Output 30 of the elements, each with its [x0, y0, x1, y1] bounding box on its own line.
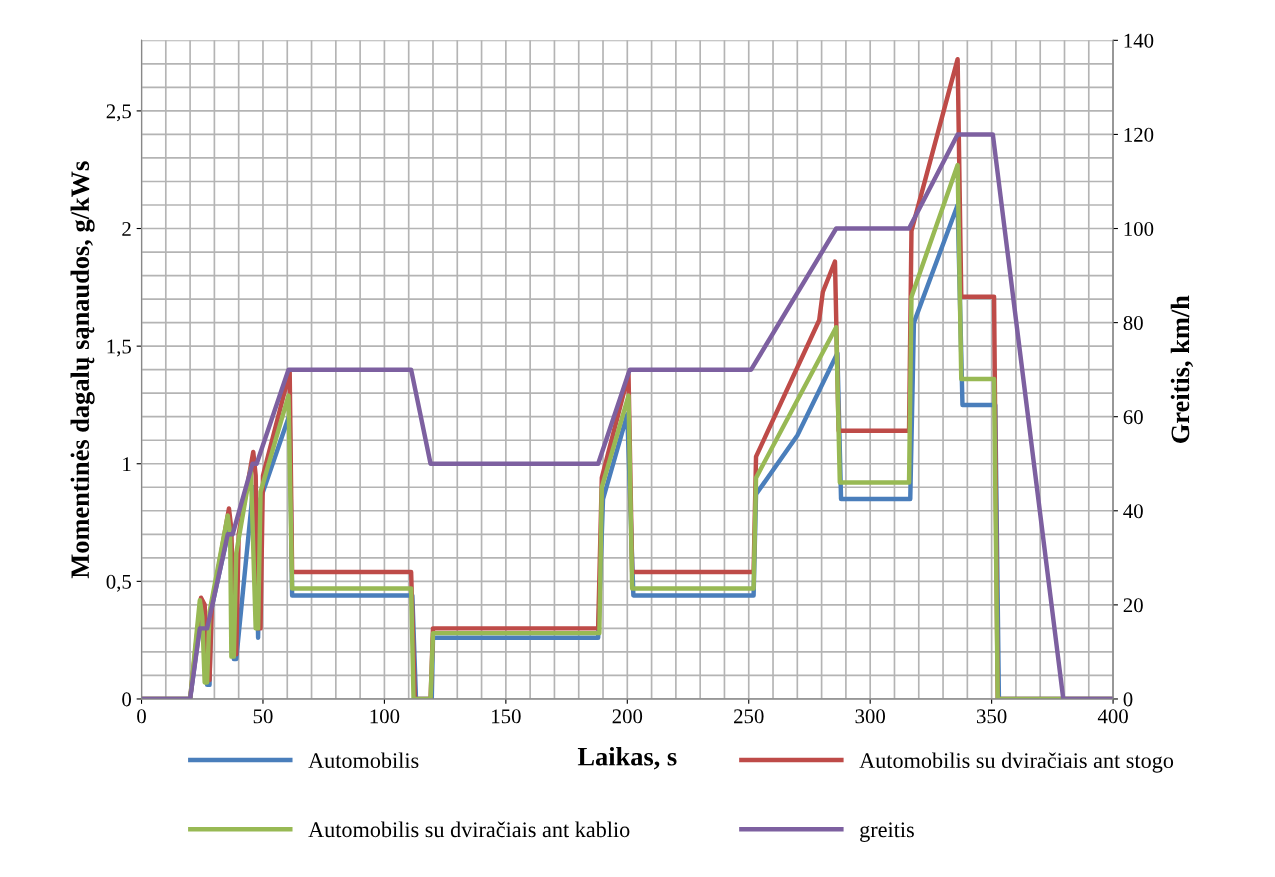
y-tick-label: 1,5 [107, 339, 131, 357]
x-tick-label: 100 [370, 709, 400, 724]
y2-tick-label: 20 [1123, 598, 1143, 613]
x-axis-title: Laikas, s [577, 747, 677, 770]
y-tick-label: 2,5 [106, 104, 131, 122]
y2-tick-label: 40 [1123, 504, 1143, 519]
x-tick-label: 150 [492, 709, 521, 724]
legend-label: greitis [860, 822, 914, 842]
x-tick-label: 0 [137, 709, 146, 724]
y-tick-label: 0 [122, 692, 132, 707]
y-tick-label: 1 [123, 457, 131, 471]
x-tick-label: 350 [977, 709, 1007, 724]
legend-label: Automobilis su dviračiais ant stogo [859, 752, 1174, 773]
x-tick-label: 200 [612, 709, 643, 724]
x-tick-label: 400 [1097, 709, 1128, 724]
legend-label: Automobilis su dviračiais ant kablio [308, 821, 630, 838]
y2-axis-title: Greitis, km/h [1170, 295, 1194, 443]
y2-tick-label: 60 [1123, 410, 1143, 425]
x-tick-label: 250 [734, 709, 764, 724]
y-axis-title: Momentinės dagalų sąnaudos, g/kWs [70, 161, 95, 579]
y2-tick-label: 100 [1124, 221, 1154, 236]
y-tick-label: 2 [122, 221, 131, 236]
x-tick-label: 50 [253, 709, 273, 724]
legend-label: Automobilis [308, 752, 419, 769]
y2-tick-label: 140 [1124, 33, 1154, 48]
x-tick-label: 300 [855, 709, 886, 724]
y-tick-label: 0,5 [106, 574, 131, 592]
y2-tick-label: 80 [1123, 315, 1143, 331]
y2-tick-label: 120 [1124, 127, 1154, 142]
y2-tick-label: 0 [1123, 692, 1133, 707]
